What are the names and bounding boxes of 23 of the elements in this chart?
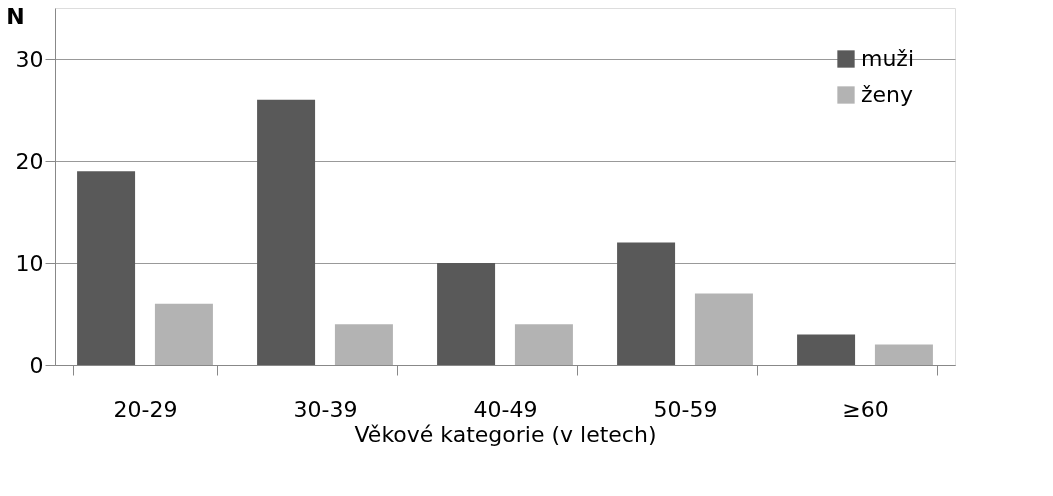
- y-tick-label: 30: [15, 46, 44, 72]
- y-tick-label: 20: [15, 148, 44, 174]
- legend-label: ženy: [861, 82, 914, 107]
- y-tick-label: 0: [29, 352, 44, 378]
- bar: [514, 324, 573, 365]
- bar: [874, 344, 933, 365]
- bar: [257, 99, 316, 365]
- bar: [797, 334, 856, 365]
- bar: [334, 324, 393, 365]
- y-tick-label: 10: [15, 250, 44, 276]
- x-tick-label: 50-59: [653, 396, 718, 422]
- x-axis-title: Věkové kategorie (v letech): [354, 421, 657, 447]
- x-tick-label: 40-49: [473, 396, 538, 422]
- bar: [437, 263, 496, 365]
- x-tick-label: 20-29: [113, 396, 178, 422]
- x-tick-label: ≥60: [842, 396, 889, 422]
- bar: [694, 293, 753, 365]
- x-tick-label: 30-39: [293, 396, 358, 422]
- legend-label: muži: [861, 46, 915, 71]
- bar: [154, 303, 213, 365]
- y-axis-title: N: [6, 3, 25, 29]
- bar: [617, 242, 676, 365]
- bar: [77, 171, 136, 365]
